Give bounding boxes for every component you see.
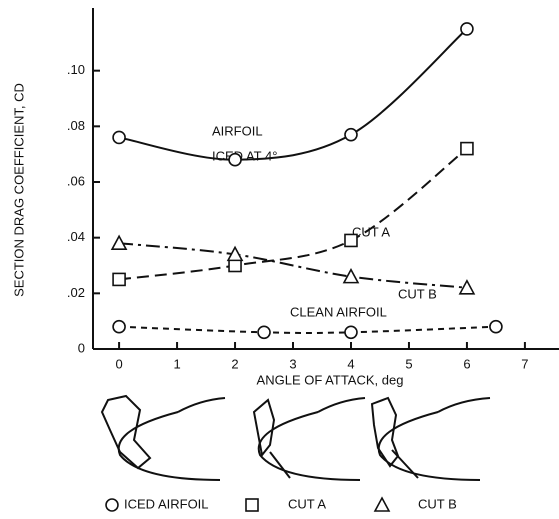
marker	[112, 130, 126, 145]
x-tick-label: 0	[115, 356, 122, 371]
series-line	[118, 147, 468, 281]
x-tick-label: 5	[405, 356, 412, 371]
legend-label: ICED AIRFOIL	[124, 496, 209, 511]
marker	[228, 258, 242, 273]
marker	[489, 319, 503, 334]
legend-marker	[105, 498, 119, 512]
curve-label: AIRFOIL	[212, 123, 263, 138]
x-tick-label: 7	[521, 356, 528, 371]
marker	[344, 127, 358, 142]
y-tick-label: .06	[67, 173, 85, 188]
legend-marker	[373, 496, 391, 512]
x-tick-label: 1	[173, 356, 180, 371]
marker	[460, 22, 474, 36]
curve-label: CUT B	[398, 286, 437, 301]
marker	[257, 325, 271, 340]
y-axis-title: SECTION DRAG COEFFICIENT, CD	[11, 83, 26, 297]
y-tick-label: .02	[67, 285, 85, 300]
y-tick-label: .08	[67, 118, 85, 133]
x-axis-title: ANGLE OF ATTACK, deg	[257, 372, 404, 387]
x-tick-label: 6	[463, 356, 470, 371]
curve-label: CUT A	[352, 224, 390, 239]
x-tick-label: 3	[289, 356, 296, 371]
marker	[228, 152, 242, 167]
curve-label: ICED AT 4°	[212, 148, 277, 163]
y-tick-label: .04	[67, 229, 85, 244]
y-tick-label: 0	[78, 340, 85, 355]
series-line	[118, 242, 468, 289]
marker	[458, 279, 476, 295]
marker	[344, 325, 358, 340]
series-line	[118, 28, 468, 161]
marker	[226, 245, 244, 262]
airfoil-sketches	[100, 394, 491, 481]
marker	[460, 141, 474, 156]
marker	[112, 272, 126, 287]
series-line	[119, 325, 496, 334]
y-tick-label: .10	[67, 62, 85, 77]
x-tick-label: 4	[347, 356, 354, 371]
x-tick-label: 2	[231, 356, 238, 371]
marker	[110, 234, 128, 251]
legend-marker	[245, 498, 259, 512]
marker	[344, 233, 358, 248]
marker	[342, 267, 360, 284]
legend-label: CUT B	[418, 496, 457, 511]
marker	[112, 319, 126, 334]
legend-label: CUT A	[288, 496, 326, 511]
curve-label: CLEAN AIRFOIL	[290, 304, 387, 319]
